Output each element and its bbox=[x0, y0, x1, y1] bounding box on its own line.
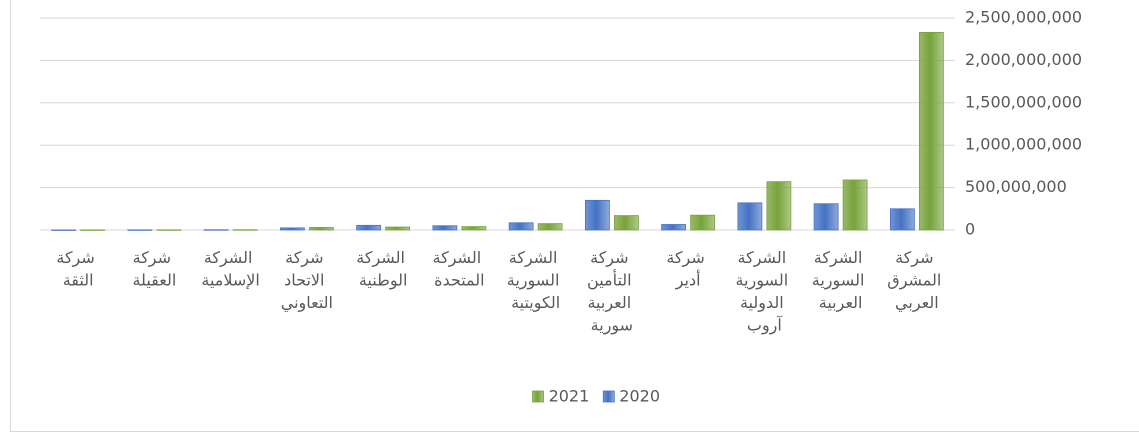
bar bbox=[813, 203, 839, 231]
bar bbox=[127, 229, 153, 231]
bar bbox=[584, 199, 610, 231]
bar bbox=[80, 229, 106, 231]
legend-swatch bbox=[602, 390, 615, 403]
y-tick-label: 2,000,000,000 bbox=[965, 50, 1082, 69]
bar bbox=[508, 222, 534, 231]
bar bbox=[51, 229, 77, 231]
bar bbox=[537, 223, 563, 231]
legend-label: 2020 bbox=[619, 387, 660, 406]
x-tick-label: شركة المشرق العربي bbox=[887, 248, 946, 313]
bar bbox=[356, 224, 382, 231]
bar bbox=[737, 202, 763, 231]
legend-label: 2021 bbox=[549, 387, 590, 406]
bar bbox=[766, 181, 792, 231]
x-tick-label: الشركة السورية الكويتية bbox=[507, 248, 565, 313]
bar bbox=[432, 225, 458, 231]
bar bbox=[279, 227, 305, 231]
x-tick-label: شركة العقيلة bbox=[132, 248, 176, 290]
x-tick-label: الشركة الإسلامية bbox=[201, 248, 260, 290]
x-tick-label: شركة الثقة bbox=[56, 248, 100, 290]
bar bbox=[661, 224, 687, 231]
bar bbox=[156, 229, 182, 231]
x-tick-label: شركة الاتحاد التعاوني bbox=[281, 248, 333, 313]
bar bbox=[918, 32, 944, 231]
bar bbox=[461, 226, 487, 231]
x-tick-label: شركة أدير bbox=[666, 248, 710, 291]
x-tick-label: الشركة السورية الدولية آروب bbox=[736, 248, 794, 336]
y-tick-label: 500,000,000 bbox=[965, 177, 1067, 196]
y-tick-label: 1,000,000,000 bbox=[965, 135, 1082, 154]
x-tick-label: شركة التأمين العربية سورية bbox=[587, 248, 637, 336]
x-tick-label: الشركة الوطنية bbox=[356, 248, 410, 291]
bar bbox=[613, 215, 639, 231]
y-tick-label: 0 bbox=[965, 220, 975, 239]
bar bbox=[385, 226, 411, 231]
bar bbox=[308, 227, 334, 231]
y-tick-label: 2,500,000,000 bbox=[965, 8, 1082, 27]
y-tick-label: 1,500,000,000 bbox=[965, 92, 1082, 111]
bar bbox=[889, 208, 915, 231]
legend-swatch bbox=[532, 390, 544, 403]
x-tick-label: الشركة المتحدة bbox=[433, 248, 487, 290]
bar bbox=[690, 214, 716, 231]
bar bbox=[203, 229, 229, 231]
bar bbox=[842, 179, 868, 231]
bar bbox=[232, 229, 258, 231]
x-tick-label: الشركة السورية العربية bbox=[812, 248, 870, 313]
